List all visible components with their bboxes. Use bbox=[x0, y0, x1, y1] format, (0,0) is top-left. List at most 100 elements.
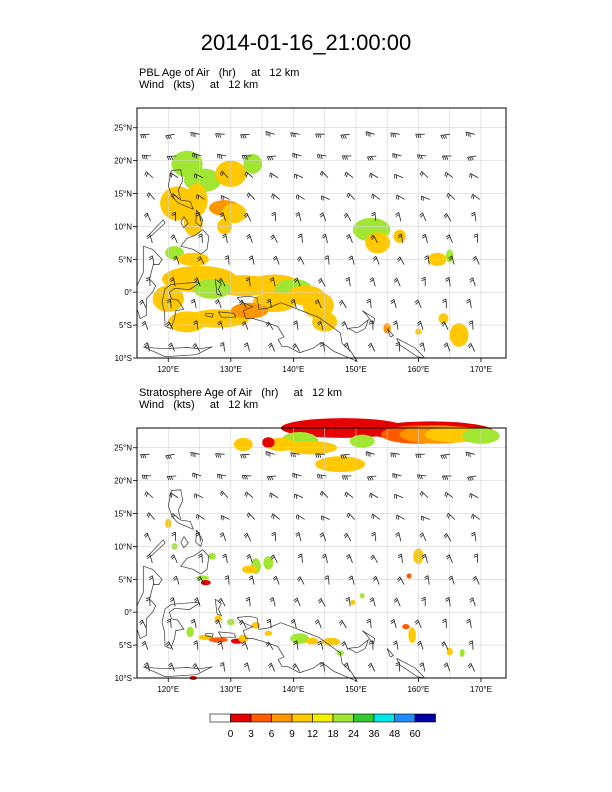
wind-barb bbox=[170, 554, 178, 564]
wind-barb bbox=[292, 472, 302, 479]
colorbar-swatch bbox=[332, 713, 354, 723]
wind-barb bbox=[293, 597, 301, 607]
wind-barb bbox=[224, 255, 230, 265]
wind-barb bbox=[170, 234, 178, 244]
wind-barb bbox=[371, 211, 377, 222]
lon-tick-label: 140°E bbox=[282, 365, 304, 374]
wind-barb bbox=[371, 193, 380, 200]
wind-barb bbox=[471, 513, 481, 520]
wind-barb bbox=[198, 233, 203, 243]
wind-barb bbox=[372, 575, 380, 585]
coastline bbox=[180, 229, 210, 255]
lat-tick-label: 20°N bbox=[114, 157, 132, 166]
map-frame bbox=[136, 427, 507, 679]
wind-barb bbox=[217, 640, 224, 650]
wind-barb bbox=[190, 451, 200, 458]
wind-barb bbox=[321, 233, 328, 243]
wind-barb bbox=[367, 155, 377, 161]
wind-barb bbox=[315, 453, 325, 458]
wind-barb bbox=[144, 491, 154, 499]
figure-title: 2014-01-16_21:00:00 bbox=[200, 30, 412, 55]
lat-tick-label: 10°S bbox=[115, 674, 132, 683]
wind-barb bbox=[265, 641, 274, 650]
wind-barb bbox=[243, 212, 252, 222]
wind-barb bbox=[295, 211, 302, 222]
coastline bbox=[180, 216, 189, 229]
wind-barb bbox=[219, 212, 227, 222]
wind-barb bbox=[169, 172, 179, 179]
wind-barb bbox=[348, 575, 355, 585]
age-of-air-field-region bbox=[214, 615, 223, 623]
wind-barb bbox=[395, 662, 401, 672]
wind-barb bbox=[421, 596, 426, 607]
wind-barb bbox=[222, 553, 228, 563]
wind-barb bbox=[141, 320, 149, 330]
wind-barb bbox=[420, 515, 430, 521]
wind-barb bbox=[367, 342, 376, 352]
wind-barb bbox=[219, 170, 229, 179]
coastline bbox=[180, 549, 210, 575]
wind-barb bbox=[468, 640, 474, 650]
age-of-air-field-region bbox=[208, 637, 228, 643]
wind-barb bbox=[292, 343, 300, 352]
wind-barb bbox=[469, 597, 476, 607]
age-of-air-field-region bbox=[305, 637, 319, 645]
lat-tick-label: 25°N bbox=[114, 124, 132, 133]
lon-tick-label: 120°E bbox=[157, 685, 179, 694]
wind-barb bbox=[370, 554, 378, 564]
wind-barb bbox=[448, 255, 455, 265]
colorbar-swatch bbox=[394, 713, 416, 723]
wind-barb bbox=[190, 131, 200, 138]
wind-barb bbox=[292, 663, 300, 672]
wind-barb bbox=[341, 155, 352, 160]
lat-tick-label: 0° bbox=[124, 608, 132, 617]
wind-barb bbox=[192, 663, 200, 672]
age-of-air-field-region bbox=[165, 246, 184, 260]
wind-barb bbox=[168, 342, 175, 352]
wind-barb bbox=[193, 277, 201, 287]
wind-barb bbox=[424, 255, 430, 265]
coastline bbox=[205, 632, 214, 638]
wind-barb bbox=[243, 342, 250, 352]
wind-barb bbox=[217, 320, 224, 330]
panel-1-title: PBL Age of Air (hr) at 12 km Wind (kts) a… bbox=[139, 67, 299, 91]
wind-barb bbox=[195, 531, 202, 542]
wind-barb bbox=[470, 211, 477, 222]
wind-barb bbox=[269, 277, 276, 287]
wind-barb bbox=[169, 492, 179, 499]
age-of-air-field-region bbox=[321, 637, 341, 646]
wind-barb bbox=[218, 597, 226, 607]
age-of-air-field-region bbox=[350, 599, 356, 605]
wind-barb bbox=[214, 619, 222, 629]
wind-barb bbox=[143, 532, 152, 542]
wind-barb bbox=[424, 575, 430, 585]
wind-barb bbox=[367, 475, 377, 481]
wind-barb bbox=[345, 596, 351, 607]
wind-barb bbox=[443, 342, 451, 352]
wind-barb bbox=[419, 212, 427, 222]
lat-tick-label: 10°N bbox=[114, 542, 132, 551]
wind-barb bbox=[446, 512, 456, 520]
coastline bbox=[217, 311, 237, 318]
wind-barb bbox=[314, 299, 322, 309]
wind-barb bbox=[319, 532, 327, 542]
wind-barb bbox=[270, 234, 278, 244]
wind-barb bbox=[319, 662, 326, 672]
coastline bbox=[167, 169, 194, 210]
wind-barb bbox=[240, 133, 250, 139]
wind-barb bbox=[139, 299, 147, 309]
wind-barb bbox=[171, 531, 177, 542]
wind-barb bbox=[369, 597, 376, 607]
wind-barb bbox=[442, 155, 452, 160]
wind-barb bbox=[244, 171, 254, 179]
wind-barb bbox=[144, 662, 150, 672]
age-of-air-field-region bbox=[393, 229, 406, 243]
wind-barb bbox=[397, 233, 403, 243]
wind-barb bbox=[341, 475, 352, 480]
coastline bbox=[180, 536, 189, 549]
wind-barb bbox=[469, 277, 476, 287]
wind-barb bbox=[365, 131, 375, 137]
wind-barb bbox=[246, 512, 255, 520]
wind-barb bbox=[290, 618, 297, 629]
wind-barb bbox=[192, 472, 202, 479]
